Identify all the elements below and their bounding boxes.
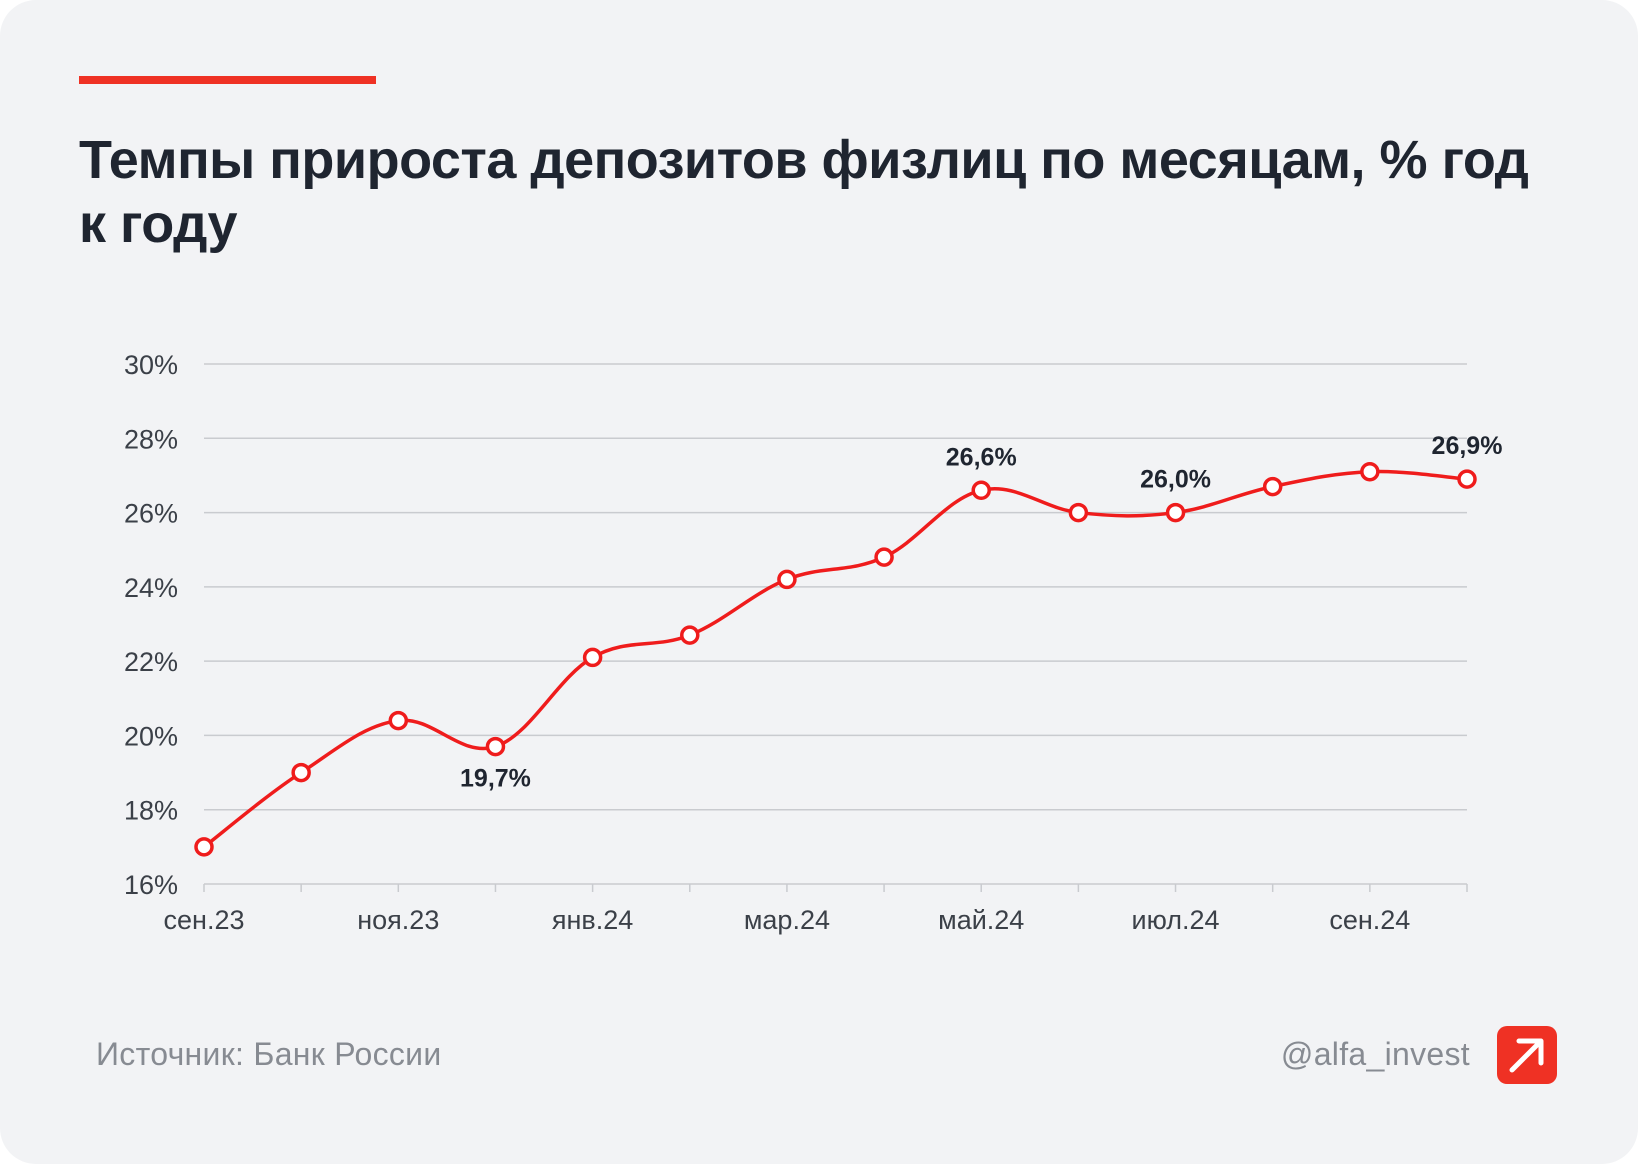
x-tick-label: май.24 [938,905,1024,935]
data-point [1165,502,1186,523]
data-label: 19,7% [460,765,531,793]
chart-title: Темпы прироста депозитов физлиц по месяц… [79,130,1529,254]
y-tick-label: 18% [124,796,178,826]
data-point [291,762,311,783]
data-label: 26,9% [1432,432,1503,460]
data-point [777,569,797,590]
data-point [1068,502,1089,523]
data-point [874,547,894,567]
data-point [485,736,506,757]
x-tick-label: июл.24 [1132,905,1220,935]
data-point [1360,461,1380,482]
x-tick-label: ноя.23 [357,905,439,935]
x-tick-label: сен.23 [164,905,245,935]
y-tick-label: 22% [124,647,178,677]
data-points [194,461,1477,857]
data-label: 26,6% [946,443,1017,471]
source-note: Источник: Банк России [96,1036,442,1072]
y-tick-label: 16% [124,870,178,900]
y-axis-ticks: 16% 18% 20% 22% 24% 26% 28% 30% [124,350,178,900]
x-tick-label: мар.24 [744,905,830,935]
y-tick-label: 28% [124,424,178,454]
data-point [194,837,214,857]
x-axis: сен.23 ноя.23 янв.24 мар.24 май.24 июл.24 сен.… [164,884,1468,935]
data-labels: 19,7% 26,6% 26,0% 26,9% [460,432,1502,792]
data-point [388,710,409,731]
y-tick-label: 24% [124,573,178,603]
y-tick-label: 20% [124,721,178,751]
data-point [582,647,603,668]
gridlines [204,363,1467,885]
alfa-arrow-logo-icon [1497,1026,1557,1084]
data-point [971,480,991,501]
data-point [1262,476,1283,497]
data-point [1457,469,1477,489]
y-tick-label: 26% [124,499,178,529]
accent-bar [79,76,376,84]
social-handle[interactable]: @alfa_invest [1280,1036,1470,1072]
series-line [202,469,1469,849]
y-tick-label: 30% [124,350,178,380]
x-tick-label: янв.24 [552,905,633,935]
x-tick-label: сен.24 [1329,905,1410,935]
data-point [680,625,700,645]
data-label: 26,0% [1140,466,1211,494]
